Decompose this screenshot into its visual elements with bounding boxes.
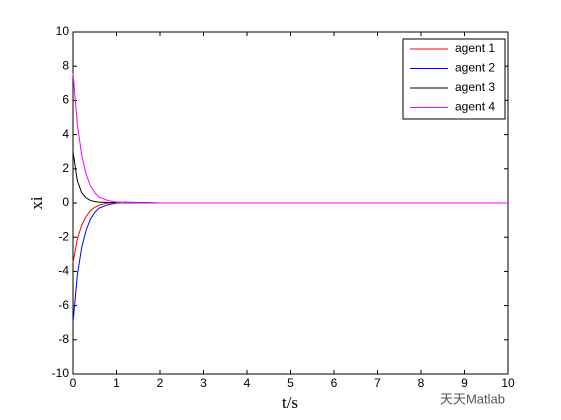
- y-tick-label: -4: [58, 264, 69, 278]
- y-tick-label: 0: [62, 195, 69, 209]
- y-tick-label: 8: [62, 58, 69, 72]
- y-tick-label: 10: [56, 24, 70, 38]
- y-tick-label: -6: [58, 298, 69, 312]
- x-tick-label: 0: [70, 376, 77, 390]
- series-line: [72, 72, 508, 204]
- x-tick-label: 3: [200, 376, 207, 390]
- legend-label: agent 4: [455, 100, 495, 114]
- y-tick-label: 4: [62, 127, 69, 141]
- legend-label: agent 2: [455, 61, 495, 75]
- x-tick-label: 4: [244, 376, 251, 390]
- y-tick-label: 2: [62, 161, 69, 175]
- legend-box: [402, 38, 506, 120]
- y-tick-label: 6: [62, 93, 69, 107]
- y-tick-label: -10: [52, 366, 70, 380]
- legend-label: agent 1: [455, 41, 495, 55]
- x-tick-label: 2: [157, 376, 164, 390]
- x-tick-label: 10: [501, 376, 515, 390]
- legend-label: agent 3: [455, 80, 495, 94]
- x-tick-label: 9: [461, 376, 468, 390]
- x-tick-label: 5: [287, 376, 294, 390]
- x-tick-label: 1: [113, 376, 120, 390]
- x-axis-label: t/s: [282, 393, 298, 412]
- x-tick-label: 8: [418, 376, 425, 390]
- y-tick-label: -2: [58, 229, 69, 243]
- x-tick-label: 7: [374, 376, 381, 390]
- y-axis-label: xi: [27, 196, 46, 210]
- x-tick-label: 6: [331, 376, 338, 390]
- watermark: 天天Matlab: [440, 391, 505, 406]
- y-tick-label: -8: [58, 332, 69, 346]
